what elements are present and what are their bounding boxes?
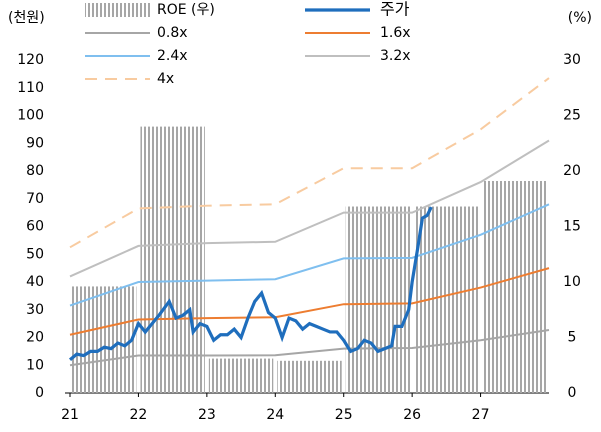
y-axis-label: (천원) xyxy=(8,10,45,26)
roe-bar xyxy=(277,360,342,393)
line xyxy=(69,77,550,249)
y-tick-label: 90 xyxy=(26,135,44,151)
y-tick-label: 50 xyxy=(26,246,44,262)
y2-axis-label: (%) xyxy=(568,10,592,26)
roe-bar xyxy=(72,286,137,393)
y2-tick-label: 10 xyxy=(563,274,581,290)
line xyxy=(69,329,550,367)
legend-swatch xyxy=(85,3,150,17)
y2-tick-label: 15 xyxy=(563,219,581,235)
legend-label: 주가 xyxy=(380,0,410,19)
line xyxy=(68,206,433,361)
x-tick-label: 26 xyxy=(403,407,421,423)
legend-label: 4x xyxy=(157,71,174,87)
y2-tick-label: 20 xyxy=(563,163,581,179)
x-tick-label: 25 xyxy=(335,407,353,423)
y2-tick-label: 30 xyxy=(563,52,581,68)
x-tick-label: 23 xyxy=(198,407,216,423)
y-tick-label: 70 xyxy=(26,191,44,207)
y-tick-label: 60 xyxy=(26,219,44,235)
line xyxy=(69,203,550,307)
line xyxy=(69,267,550,336)
roe-bar xyxy=(345,206,411,393)
legend-label: 3.2x xyxy=(380,48,411,64)
y-tick-label: 80 xyxy=(26,163,44,179)
y-tick-label: 120 xyxy=(17,52,44,68)
y-tick-label: 110 xyxy=(17,80,44,96)
y-tick-label: 100 xyxy=(17,108,44,124)
y-tick-label: 0 xyxy=(35,385,44,401)
legend-label: ROE (우) xyxy=(157,2,215,18)
roe-bar xyxy=(208,358,274,393)
line xyxy=(69,139,550,278)
roe-bar xyxy=(482,180,547,393)
x-tick-label: 24 xyxy=(266,407,284,423)
y-tick-label: 20 xyxy=(26,330,44,346)
x-tick-label: 21 xyxy=(61,407,79,423)
y2-tick-label: 25 xyxy=(563,108,581,124)
x-tick-label: 27 xyxy=(472,407,490,423)
y-tick-label: 10 xyxy=(26,357,44,373)
legend-label: 0.8x xyxy=(157,25,188,41)
y2-tick-label: 0 xyxy=(568,385,577,401)
roe-bar xyxy=(140,126,205,393)
y-tick-label: 40 xyxy=(26,274,44,290)
x-tick-label: 22 xyxy=(130,407,148,423)
y2-tick-label: 5 xyxy=(568,330,577,346)
legend-label: 2.4x xyxy=(157,48,188,64)
legend-label: 1.6x xyxy=(380,25,411,41)
y-tick-label: 30 xyxy=(26,302,44,318)
